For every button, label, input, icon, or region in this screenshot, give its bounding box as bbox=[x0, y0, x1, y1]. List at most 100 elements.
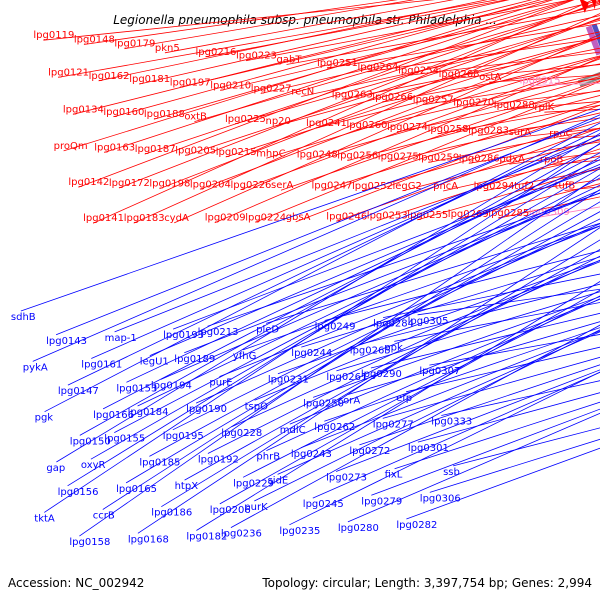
label-leader bbox=[172, 166, 600, 330]
gene-label-lpg0244: lpg0244 bbox=[291, 348, 332, 359]
gene-label-pdxA: pdxA bbox=[499, 154, 525, 165]
label-leader bbox=[406, 346, 600, 393]
gene-label-lpg0275: lpg0275 bbox=[378, 152, 419, 163]
accession-label: Accession: NC_002942 bbox=[8, 576, 144, 590]
gene-label-lpg0262: lpg0262 bbox=[314, 422, 355, 433]
label-leader bbox=[289, 298, 600, 425]
gene-label-lpg0280: lpg0280 bbox=[338, 523, 379, 534]
gene-label-lpg0160: lpg0160 bbox=[103, 107, 144, 118]
gene-label-lpg0250: lpg0250 bbox=[303, 398, 344, 409]
gene-label-lpg0166: lpg0166 bbox=[93, 410, 134, 421]
gene-label-lpg0263: lpg0263 bbox=[332, 89, 373, 100]
label-leader bbox=[448, 64, 600, 80]
label-leader bbox=[371, 408, 600, 496]
gene-label-serA: serA bbox=[271, 180, 293, 191]
gene-label-lpg0290: lpg0290 bbox=[361, 369, 402, 380]
label-leader bbox=[306, 76, 600, 160]
gene-label-lpg0261: lpg0261 bbox=[326, 372, 367, 383]
label-leader bbox=[359, 364, 600, 446]
label-leader bbox=[83, 0, 398, 45]
label-leader bbox=[219, 225, 600, 377]
label-leader bbox=[315, 55, 600, 129]
gene-label-oxyR: oxyR bbox=[81, 460, 106, 471]
gene-label-lpg0141: lpg0141 bbox=[83, 213, 124, 224]
label-leader bbox=[277, 260, 600, 375]
label-leader bbox=[231, 259, 600, 428]
forward-gene-labels: lpg0119 lpg0121 lpg0134 proQm lpg0142 lpg0141… bbox=[33, 0, 600, 224]
gene-label-surA: surA bbox=[509, 127, 532, 138]
gene-label-lpg0188: lpg0188 bbox=[144, 109, 185, 120]
gene-label-lpg0189: lpg0189 bbox=[174, 354, 215, 365]
gene-label-lpg0245: lpg0245 bbox=[303, 499, 344, 510]
label-leader bbox=[255, 81, 600, 223]
label-leader bbox=[382, 356, 600, 419]
label-leader bbox=[406, 447, 600, 520]
label-leader bbox=[383, 273, 600, 318]
gene-label-lpg0254: lpg0254 bbox=[398, 65, 439, 76]
gene-label-efp: efp bbox=[396, 393, 412, 404]
gene-label-lpg0241: lpg0241 bbox=[306, 118, 347, 129]
gene-label-gap: gap bbox=[46, 463, 65, 474]
gene-label-lpg0252: lpg0252 bbox=[352, 181, 393, 192]
label-leader bbox=[194, 3, 600, 122]
label-leader bbox=[266, 298, 600, 451]
label-leader bbox=[58, 0, 499, 78]
gene-label-lpg0259: lpg0259 bbox=[418, 153, 459, 164]
label-leader bbox=[396, 89, 600, 133]
label-leader bbox=[32, 114, 600, 362]
label-leader bbox=[280, 80, 600, 191]
gene-label-lpg0272: lpg0272 bbox=[349, 446, 390, 457]
gene-label-lpg0286: lpg0286 bbox=[459, 153, 500, 164]
label-leader bbox=[301, 256, 600, 348]
label-leader bbox=[164, 0, 454, 54]
reverse-gene-labels: sdhBpykApgkgaptktAlpg0143lpg0147lpg0150l… bbox=[11, 108, 600, 548]
label-leader bbox=[230, 324, 600, 528]
gene-label-lpg0185: lpg0185 bbox=[139, 457, 180, 468]
label-leader bbox=[199, 37, 600, 190]
gene-label-lpg0156: lpg0156 bbox=[58, 487, 99, 498]
label-leader bbox=[91, 134, 600, 359]
gene-label-htpX: htpX bbox=[175, 481, 199, 492]
gene-label-lpg0143: lpg0143 bbox=[46, 336, 87, 347]
label-leader bbox=[78, 0, 575, 188]
gene-label-lpg0269: lpg0269 bbox=[448, 209, 489, 220]
gene-label-proQm: proQm bbox=[54, 141, 88, 152]
label-leader bbox=[98, 0, 488, 82]
label-leader bbox=[153, 0, 572, 120]
gene-label-lpg0256: lpg0256 bbox=[337, 151, 378, 162]
label-leader bbox=[161, 239, 600, 508]
gene-label-lpg0266: lpg0266 bbox=[372, 92, 413, 103]
label-leader bbox=[370, 312, 600, 369]
label-leader bbox=[245, 0, 573, 62]
gene-label-lpg0227: lpg0227 bbox=[251, 84, 292, 95]
gene-label-yfhG: yfhG bbox=[233, 351, 257, 362]
gene-label-lpg0333: lpg0333 bbox=[431, 417, 472, 428]
label-leader bbox=[104, 0, 574, 153]
gene-label-lpg0158: lpg0158 bbox=[69, 537, 110, 548]
gene-label-lpg0168: lpg0168 bbox=[128, 534, 169, 545]
label-leader bbox=[394, 302, 600, 342]
label-leader bbox=[79, 174, 600, 537]
gene-label-lpg0268: lpg0268 bbox=[439, 69, 480, 80]
gene-label-rplK: rplK bbox=[534, 102, 554, 113]
gene-label-lpg0161: lpg0161 bbox=[81, 360, 122, 371]
label-leader bbox=[394, 401, 600, 470]
gene-label-lpg0270: lpg0270 bbox=[453, 97, 494, 108]
gene-label-ppk: ppk bbox=[384, 342, 403, 353]
gene-label-lpg0194: lpg0194 bbox=[151, 380, 192, 391]
label-leader bbox=[207, 192, 600, 327]
label-leader bbox=[20, 108, 600, 312]
gene-label-purK: purK bbox=[244, 502, 268, 513]
gene-label-lpg0224: lpg0224 bbox=[245, 212, 286, 223]
gene-label-oxtB: oxtB bbox=[184, 112, 207, 123]
label-leader bbox=[219, 289, 600, 505]
label-leader bbox=[295, 104, 600, 223]
label-leader bbox=[179, 0, 551, 88]
gene-label-lpg0246: lpg0246 bbox=[326, 211, 367, 222]
gene-label-lpg0279: lpg0279 bbox=[361, 496, 402, 507]
gene-label-lpg0142: lpg0142 bbox=[68, 177, 109, 188]
gene-label-lpg0243: lpg0243 bbox=[291, 449, 332, 460]
gene-label-lpg0172: lpg0172 bbox=[109, 178, 150, 189]
label-leader bbox=[72, 0, 533, 115]
